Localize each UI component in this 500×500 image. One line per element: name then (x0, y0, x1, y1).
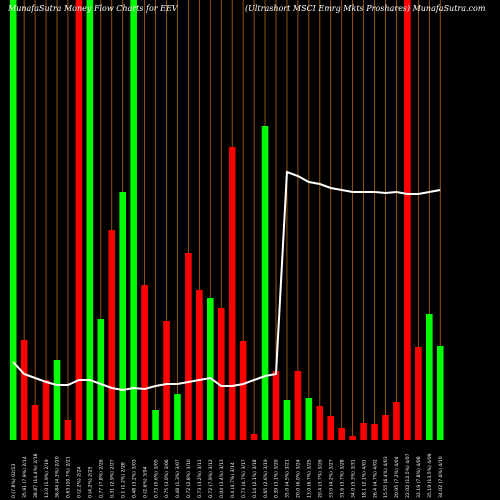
bar (20, 340, 28, 440)
bar (130, 0, 137, 440)
bar (415, 347, 422, 440)
bar (174, 394, 181, 440)
x-tick-labels: 0 (7.8%) 02/13 35.91 (7.9%) 2/14 38.87 (14… (11, 453, 444, 498)
bar (119, 192, 126, 440)
bar (152, 410, 159, 440)
x-tick-label: 35.19 (13.5%) 4/09 (427, 453, 433, 498)
x-tick-label: 13.0 (6.7%) 3/25 (307, 459, 313, 498)
bar (207, 298, 214, 440)
x-tick-label: 0.73 (3.2%) 3/11 (197, 459, 203, 498)
x-tick-label: 20.95 (7.2%) 4/04 (394, 456, 400, 498)
x-tick-label: 0.72 (7.9%) 3/12 (208, 459, 214, 498)
x-tick-label: 0.48 (1.3%) 3/07 (175, 459, 181, 498)
x-tick-label: 35.0 (4.5%) 3/21 (285, 459, 291, 498)
bar (185, 253, 192, 440)
x-tick-label: 13.0 (1.9%) 2/19 (44, 459, 50, 498)
bar (86, 0, 94, 440)
flow-line (12, 170, 441, 392)
bar (316, 406, 324, 440)
bar (196, 290, 203, 440)
x-tick-label: 0.14 (2.1%) 3/18 (252, 459, 258, 498)
bar (53, 360, 61, 440)
x-tick-label: 38.87 (14.4%) 2/18 (33, 453, 39, 498)
x-tick-label: 0.39 (3.1%) 3/20 (274, 459, 280, 498)
bars (9, 0, 444, 440)
bar (250, 434, 258, 440)
bar (163, 321, 170, 440)
x-tick-label: 34.0 (5.3%) 3/31 (350, 459, 356, 498)
x-tick-label: 0.63 (10.7%) 2/21 (66, 456, 72, 498)
bar (426, 314, 433, 440)
x-tick-label: 0 (4.2%) 2/25 (88, 467, 94, 498)
bar (436, 346, 444, 440)
bar (239, 341, 247, 440)
bar (371, 424, 378, 440)
x-tick-label: 0.77 (7.8%) 2/26 (99, 459, 105, 498)
x-tick-label: 0.75 (3.0%) 3/06 (164, 459, 170, 498)
x-tick-label: 20.4 (3.7%) 3/26 (318, 459, 324, 498)
bar (404, 0, 411, 440)
bar (294, 371, 302, 440)
x-tick-label: 0.72 (2.8%) 3/10 (186, 459, 192, 498)
bar (97, 319, 105, 440)
x-tick-label: 18.1 (2.1%) 4/01 (361, 459, 367, 498)
chart-title-left: MunafaSutra Money Flow Charts for EEV (7, 4, 179, 13)
x-tick-label: 15.55 (6.4%) 4/03 (383, 456, 389, 498)
x-tick-label: 36.84 (4.3%) 2/20 (55, 456, 61, 498)
bar (42, 380, 50, 440)
chart-title-right: (Ultrashort MSCI Emrg Mkts Proshares) Mu… (245, 4, 486, 13)
x-tick-label: 0.4 (4.7%) 3/14 (230, 462, 236, 498)
bar (393, 402, 400, 440)
bar (261, 126, 269, 440)
x-tick-label: 34.02 (7.6%) 4/10 (438, 456, 444, 498)
bar (228, 147, 236, 440)
x-tick-label: 33.0 (4.2%) 3/27 (328, 459, 334, 498)
bar (327, 416, 335, 440)
x-tick-label: 22.02 (12.5%) 4/07 (405, 453, 411, 498)
bar (338, 428, 345, 440)
x-tick-label: 20.0 (6.0%) 3/24 (296, 459, 302, 498)
x-tick-label: 0.65 (2.6%) 3/19 (263, 459, 269, 498)
x-tick-label: 0.1 (1.2%) 2/28 (120, 462, 126, 498)
x-tick-label: 0 (7.8%) 02/13 (11, 464, 17, 498)
x-tick-label: 0 (2.6%) 3/04 (142, 467, 148, 498)
bar (272, 371, 280, 440)
x-tick-label: 0.73 (4.7%) 3/17 (241, 459, 247, 498)
x-tick-label: 26.4 (4.7%) 4/02 (372, 459, 378, 498)
bar (141, 285, 148, 440)
bar (75, 0, 83, 440)
x-tick-label: 0 (2.2%) 2/24 (77, 467, 83, 498)
bar (360, 423, 367, 440)
bar (349, 436, 356, 440)
x-tick-label: 0.04 (3.4%) 3/13 (219, 459, 225, 498)
bar (382, 415, 389, 440)
x-tick-label: 0.48 (3.2%) 3/03 (131, 459, 137, 498)
x-tick-label: 0.31 (2.9%) 2/27 (109, 459, 115, 498)
bar (305, 398, 313, 440)
bar (64, 420, 72, 440)
x-tick-label: 0.73 (5.6%) 3/05 (153, 459, 159, 498)
x-tick-label: 35.91 (7.9%) 2/14 (22, 456, 28, 498)
bar (9, 0, 17, 440)
x-tick-label: 31.6 (3.7%) 3/28 (339, 459, 345, 498)
bar (283, 400, 291, 440)
x-tick-label: 32.19 (7.8%) 4/08 (416, 456, 422, 498)
bar (31, 405, 39, 440)
bar (108, 230, 116, 440)
bar (217, 308, 225, 440)
